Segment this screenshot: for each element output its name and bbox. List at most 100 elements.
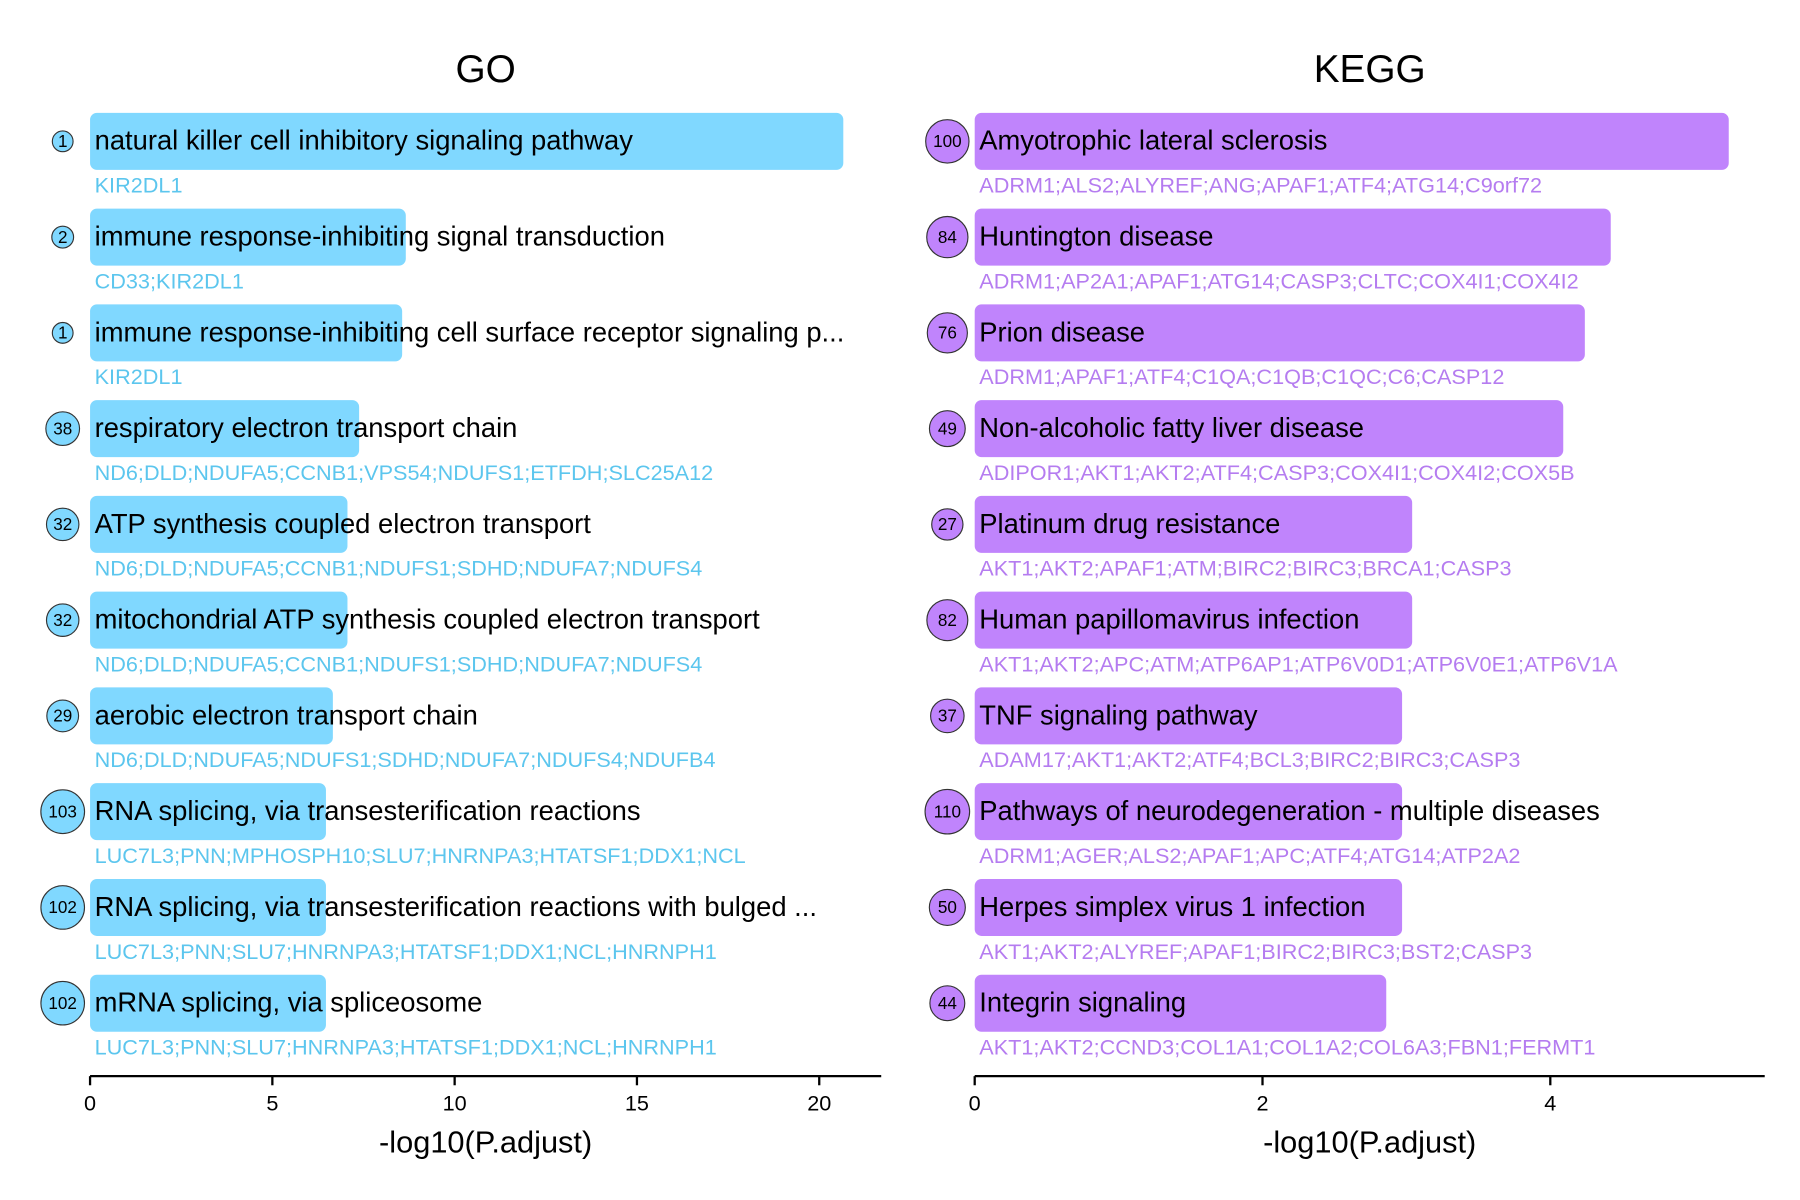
count-label: 1 <box>58 324 68 343</box>
category-label: mRNA splicing, via spliceosome <box>95 987 483 1018</box>
x-tick-label: 10 <box>443 1090 467 1115</box>
count-circle <box>926 215 969 259</box>
count-label: 2 <box>58 228 68 247</box>
count-circle <box>929 985 966 1022</box>
count-label: 49 <box>938 419 957 438</box>
category-label: RNA splicing, via transesterification re… <box>95 891 817 922</box>
bar <box>90 495 348 553</box>
count-circle <box>924 788 971 835</box>
bar <box>90 591 348 649</box>
count-label: 103 <box>48 802 77 821</box>
gene-list: LUC7L3;PNN;SLU7;HNRNPA3;HTATSF1;DDX1;NCL… <box>95 1035 717 1060</box>
count-circle <box>40 789 86 835</box>
gene-list: ADAM17;AKT1;AKT2;ATF4;BCL3;BIRC2;BIRC3;C… <box>979 747 1520 772</box>
count-label: 32 <box>53 515 72 534</box>
count-label: 102 <box>48 994 77 1013</box>
gene-list: ADRM1;ALS2;ALYREF;ANG;APAF1;ATF4;ATG14;C… <box>979 173 1542 198</box>
bar <box>974 112 1729 170</box>
count-label: 44 <box>938 994 957 1013</box>
category-label: mitochondrial ATP synthesis coupled elec… <box>95 604 760 635</box>
category-label: respiratory electron transport chain <box>95 412 518 443</box>
category-label: immune response-inhibiting signal transd… <box>95 220 665 251</box>
count-label: 100 <box>933 132 962 151</box>
count-label: 102 <box>48 898 77 917</box>
category-label: Integrin signaling <box>979 987 1186 1018</box>
count-circle <box>45 411 81 447</box>
gene-list: KIR2DL1 <box>95 173 183 198</box>
x-tick-label: 0 <box>84 1090 96 1115</box>
count-circle <box>51 225 75 249</box>
count-label: 82 <box>938 611 957 630</box>
x-tick-label: 15 <box>625 1090 649 1115</box>
gene-list: AKT1;AKT2;APAF1;ATM;BIRC2;BIRC3;BRCA1;CA… <box>979 556 1511 581</box>
gene-list: ADIPOR1;AKT1;AKT2;ATF4;CASP3;COX4I1;COX4… <box>979 460 1574 485</box>
panel-title: KEGG <box>1314 48 1426 91</box>
count-label: 29 <box>53 707 72 726</box>
x-axis-label: -log10(P.adjust) <box>379 1125 592 1160</box>
bar <box>90 112 844 170</box>
bar <box>974 304 1585 362</box>
x-tick-label: 2 <box>1256 1090 1268 1115</box>
category-label: ATP synthesis coupled electron transport <box>95 508 592 539</box>
bar <box>974 878 1403 936</box>
x-axis-label: -log10(P.adjust) <box>1263 1125 1476 1160</box>
category-label: TNF signaling pathway <box>979 699 1258 730</box>
bar <box>90 878 326 936</box>
bar <box>90 304 403 362</box>
count-circle <box>51 321 74 344</box>
count-circle <box>40 980 86 1026</box>
gene-list: ND6;DLD;NDUFA5;CCNB1;VPS54;NDUFS1;ETFDH;… <box>95 460 714 485</box>
count-circle <box>926 312 968 354</box>
gene-list: ND6;DLD;NDUFA5;CCNB1;NDUFS1;SDHD;NDUFA7;… <box>95 556 703 581</box>
x-tick-label: 0 <box>969 1090 981 1115</box>
category-label: aerobic electron transport chain <box>95 699 478 730</box>
bar <box>90 974 326 1032</box>
count-label: 38 <box>53 419 72 438</box>
count-circle <box>928 410 966 448</box>
count-circle <box>925 119 970 164</box>
gene-list: ND6;DLD;NDUFA5;NDUFS1;SDHD;NDUFA7;NDUFS4… <box>95 747 716 772</box>
count-label: 27 <box>938 515 957 534</box>
count-circle <box>45 603 80 637</box>
category-label: Pathways of neurodegeneration - multiple… <box>979 795 1600 826</box>
category-label: natural killer cell inhibitory signaling… <box>95 125 634 156</box>
bar <box>974 208 1611 266</box>
x-tick-label: 5 <box>266 1090 278 1115</box>
category-label: Prion disease <box>979 316 1145 347</box>
plot-area: GO 1 natural killer cell inhibitory signal… <box>40 48 1765 1160</box>
count-circle <box>928 888 966 926</box>
count-label: 50 <box>938 898 957 917</box>
gene-list: ADRM1;APAF1;ATF4;C1QA;C1QB;C1QC;C6;CASP1… <box>979 364 1504 389</box>
count-label: 32 <box>53 611 72 630</box>
gene-list: LUC7L3;PNN;MPHOSPH10;SLU7;HNRNPA3;HTATSF… <box>95 843 746 868</box>
category-label: Huntington disease <box>979 220 1213 251</box>
gene-list: ADRM1;AP2A1;APAF1;ATG14;CASP3;CLTC;COX4I… <box>979 268 1578 293</box>
bar <box>90 400 360 458</box>
count-circle <box>931 508 964 541</box>
gene-list: LUC7L3;PNN;SLU7;HNRNPA3;HTATSF1;DDX1;NCL… <box>95 939 717 964</box>
count-label: 1 <box>58 132 68 151</box>
gene-list: ND6;DLD;NDUFA5;CCNB1;NDUFS1;SDHD;NDUFA7;… <box>95 651 703 676</box>
category-label: RNA splicing, via transesterification re… <box>95 795 641 826</box>
count-circle <box>40 885 86 930</box>
category-label: Herpes simplex virus 1 infection <box>979 891 1365 922</box>
category-label: Non-alcoholic fatty liver disease <box>979 412 1364 443</box>
gene-list: AKT1;AKT2;ALYREF;APAF1;BIRC2;BIRC3;BST2;… <box>979 939 1532 964</box>
count-circle <box>926 599 969 642</box>
bar <box>974 783 1403 841</box>
gene-list: AKT1;AKT2;APC;ATM;ATP6AP1;ATP6V0D1;ATP6V… <box>979 651 1618 676</box>
bar <box>974 495 1413 553</box>
bar <box>90 687 333 745</box>
count-circle <box>930 698 965 734</box>
bar <box>974 974 1387 1032</box>
bar <box>90 783 326 841</box>
bar <box>974 687 1403 745</box>
x-tick-label: 20 <box>807 1090 831 1115</box>
count-label: 37 <box>938 707 957 726</box>
x-tick-label: 4 <box>1544 1090 1556 1115</box>
panel-title: GO <box>455 48 515 91</box>
category-label: Human papillomavirus infection <box>979 604 1359 635</box>
bar <box>974 400 1564 458</box>
count-label: 76 <box>938 324 957 343</box>
